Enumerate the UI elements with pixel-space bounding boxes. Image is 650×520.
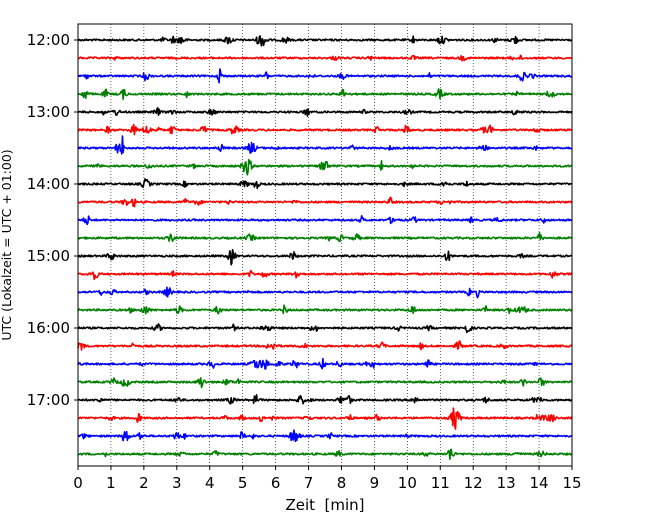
x-tick-label: 1 — [106, 474, 116, 492]
y-tick-label: 17:00 — [27, 391, 70, 409]
x-tick-label: 13 — [497, 474, 516, 492]
x-tick-label: 3 — [172, 474, 182, 492]
trace-1700 — [77, 394, 573, 405]
x-tick-label: 12 — [464, 474, 483, 492]
y-tick-label: 13:00 — [27, 103, 70, 121]
trace-1330 — [77, 135, 573, 155]
x-tick-label: 2 — [139, 474, 149, 492]
trace-1645 — [77, 377, 573, 389]
x-tick-label: 4 — [205, 474, 215, 492]
x-tick-label: 0 — [73, 474, 83, 492]
trace-1615 — [77, 340, 573, 351]
trace-1215 — [77, 54, 573, 62]
trace-1345 — [77, 158, 573, 176]
trace-1500 — [77, 248, 573, 266]
trace-1630 — [77, 357, 573, 370]
y-tick-label: 14:00 — [27, 175, 70, 193]
x-tick-label: 14 — [530, 474, 549, 492]
x-tick-label: 10 — [398, 474, 417, 492]
x-tick-label: 5 — [238, 474, 248, 492]
trace-1600 — [77, 323, 573, 334]
x-tick-label: 6 — [271, 474, 281, 492]
x-tick-label: 7 — [304, 474, 314, 492]
trace-1245 — [77, 88, 573, 101]
x-axis: 0 1 2 3 4 5 6 7 8 9 10 11 12 13 14 15 — [73, 466, 582, 492]
trace-1530 — [77, 286, 573, 299]
trace-group — [77, 35, 573, 461]
y-axis: 12:00 13:00 14:00 15:00 16:00 17:00 — [27, 31, 78, 409]
trace-1315 — [77, 123, 573, 136]
trace-1300 — [77, 107, 573, 117]
x-tick-label: 15 — [562, 474, 581, 492]
trace-1745 — [77, 448, 573, 461]
y-tick-label: 16:00 — [27, 319, 70, 337]
trace-1200 — [77, 35, 573, 47]
trace-1400 — [77, 178, 573, 190]
x-tick-label: 9 — [370, 474, 380, 492]
trace-1430 — [77, 214, 573, 226]
trace-1230 — [77, 68, 573, 84]
trace-1730 — [77, 429, 573, 443]
y-axis-label: UTC (Lokalzeit = UTC + 01:00) — [0, 149, 14, 340]
plot-frame — [77, 23, 573, 467]
trace-1415 — [77, 196, 573, 208]
trace-1445 — [77, 231, 573, 243]
x-tick-label: 11 — [431, 474, 450, 492]
y-tick-label: 12:00 — [27, 31, 70, 49]
x-axis-label: Zeit [min] — [285, 496, 364, 514]
y-tick-label: 15:00 — [27, 247, 70, 265]
trace-1515 — [77, 269, 573, 281]
x-tick-label: 8 — [337, 474, 347, 492]
trace-1715 — [77, 407, 573, 430]
trace-1545 — [77, 304, 573, 315]
